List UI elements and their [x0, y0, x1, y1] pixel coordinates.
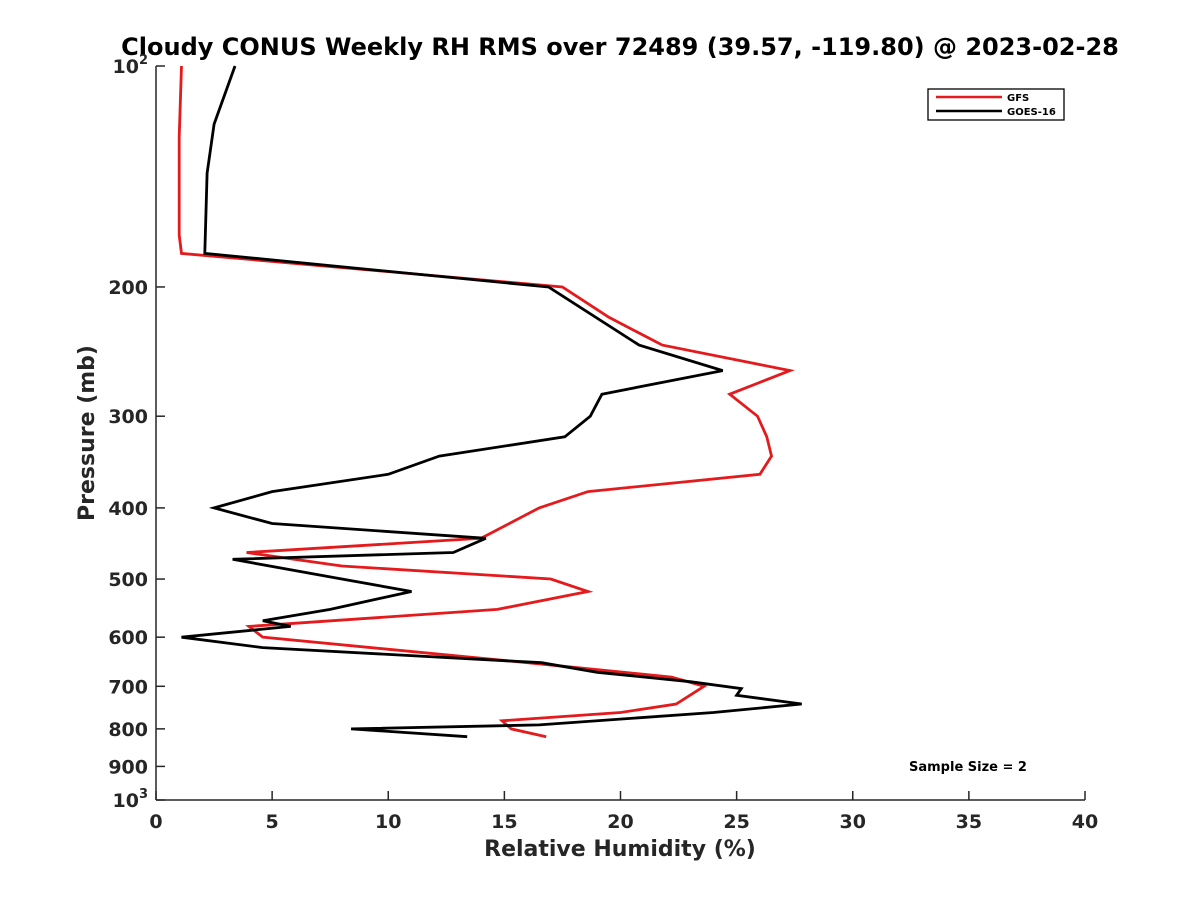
axes-background: [156, 66, 1085, 800]
x-tick-label: 0: [149, 811, 162, 833]
x-tick-label: 40: [1072, 811, 1098, 833]
x-tick-label: 25: [723, 811, 749, 833]
legend-label-goes-16: GOES-16: [1007, 107, 1056, 118]
chart-title: Cloudy CONUS Weekly RH RMS over 72489 (3…: [121, 33, 1119, 61]
sample-size-annotation: Sample Size = 2: [909, 760, 1027, 775]
legend-box: [927, 88, 1065, 121]
y-tick-label: 700: [108, 676, 148, 698]
legend: GFS GOES-16: [927, 88, 1065, 121]
plot-area: 0 5 10 15 20 25 30 35 40 10220030040050060070080…: [108, 53, 1098, 833]
x-tick-label: 5: [266, 811, 279, 833]
x-tick-label: 15: [491, 811, 517, 833]
y-tick-label: 400: [108, 498, 148, 520]
y-axis-label: Pressure (mb): [75, 345, 100, 521]
x-axis-label: Relative Humidity (%): [484, 837, 756, 862]
y-tick-label: 300: [108, 406, 148, 428]
y-tick-label: 800: [108, 719, 148, 741]
x-tick-label: 30: [840, 811, 866, 833]
x-tick-label: 35: [956, 811, 982, 833]
legend-label-gfs: GFS: [1007, 93, 1029, 104]
y-tick-label: 200: [108, 277, 148, 299]
y-tick-label: 600: [108, 627, 148, 649]
series-line-goes-16: [181, 65, 802, 739]
series-layer: [177, 65, 802, 739]
y-tick-label: 900: [108, 756, 148, 778]
x-tick-label: 10: [375, 811, 401, 833]
y-tick-label: 500: [108, 569, 148, 591]
x-axis-ticks: 0 5 10 15 20 25 30 35 40: [149, 791, 1098, 833]
series-line-gfs: [177, 65, 795, 739]
x-tick-label: 20: [607, 811, 633, 833]
